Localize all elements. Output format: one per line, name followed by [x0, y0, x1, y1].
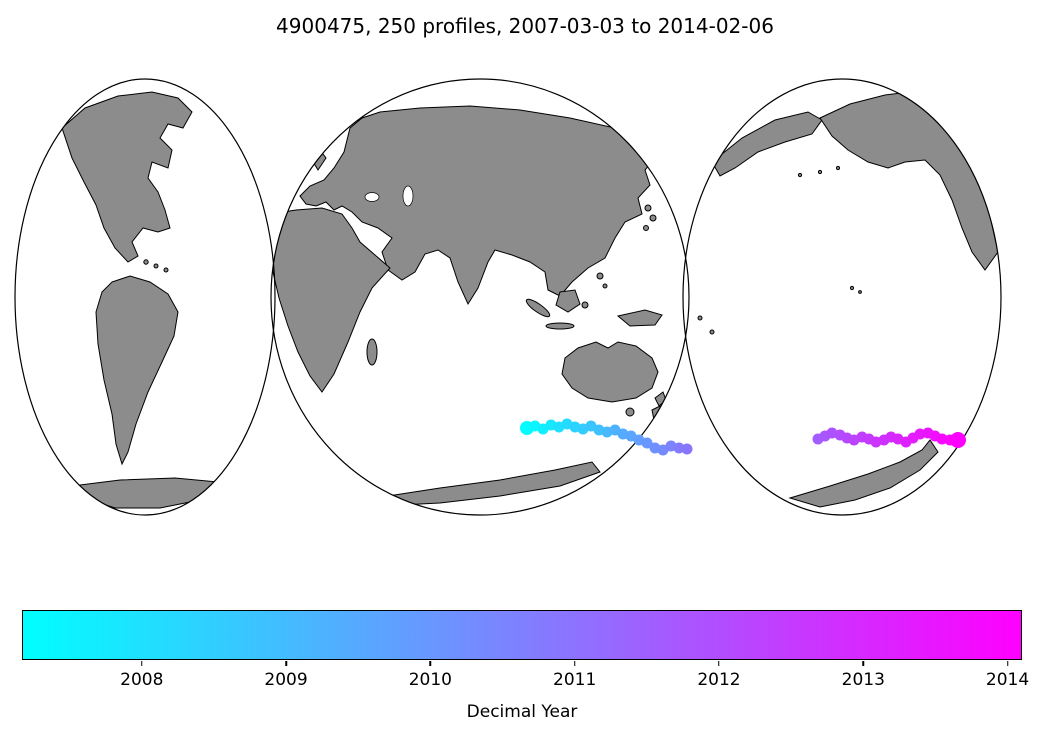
profile-dot: [914, 428, 926, 440]
colorbar-tick-mark: [1006, 661, 1009, 666]
sulawesi-island: [581, 301, 589, 309]
aleutian-island: [835, 165, 841, 171]
colorbar-tick-label: 2010: [408, 670, 452, 690]
pacific-island: [709, 329, 715, 335]
lobe-right-ocean: [683, 79, 1001, 515]
japan-island: [644, 204, 652, 212]
colorbar-tick-mark: [285, 661, 287, 666]
caribbean-island: [153, 263, 159, 269]
colorbar-tick-label: 2008: [120, 670, 164, 690]
chart-title: 4900475, 250 profiles, 2007-03-03 to 201…: [276, 14, 774, 38]
java-island: [545, 322, 575, 330]
colorbar-tick-label: 2009: [264, 670, 308, 690]
lobe-middle-land: [271, 105, 667, 506]
profile-dot: [673, 442, 685, 454]
float-trajectory: [520, 418, 966, 456]
colorbar-tick-label: 2013: [841, 670, 885, 690]
caribbean-island: [163, 267, 169, 273]
sumatra-island: [525, 298, 551, 318]
borneo-island: [555, 289, 581, 313]
south-america-landmass: [95, 275, 179, 466]
lobe-middle-outline: [270, 78, 690, 516]
colorbar-tick-mark: [718, 661, 720, 666]
north-america-landmass: [61, 91, 193, 263]
ireland-island: [302, 159, 310, 167]
australia-landmass: [561, 341, 659, 403]
hawaii-island: [858, 290, 862, 294]
eurasia-landmass: [299, 105, 656, 306]
tasmania-island: [625, 407, 635, 417]
colorbar-tick-label: 2014: [985, 670, 1030, 690]
antarctica-right-landmass: [788, 439, 939, 508]
japan-island: [643, 225, 649, 231]
lobe-left-land: [61, 91, 220, 509]
caribbean-island: [143, 259, 149, 265]
caspian-sea: [402, 185, 414, 207]
hawaii-island: [849, 285, 855, 291]
philippines-island: [602, 283, 608, 289]
profile-dot: [641, 437, 653, 449]
new-guinea-island: [616, 309, 663, 327]
colorbar-tick-mark: [429, 661, 432, 666]
aleutian-island: [797, 172, 803, 178]
chukotka-landmass: [711, 111, 823, 177]
colorbar-tick-mark: [862, 661, 865, 666]
africa-landmass: [271, 207, 391, 393]
colorbar: [22, 610, 1022, 660]
colorbar-tick-mark: [141, 661, 143, 666]
colorbar-tick-mark: [573, 661, 576, 666]
pacific-island: [697, 315, 703, 321]
profile-dot: [936, 433, 948, 445]
profile-dot: [950, 432, 966, 448]
profile-dot: [681, 443, 693, 455]
madagascar-island: [366, 338, 378, 366]
philippines-island: [596, 272, 604, 280]
japan-island: [649, 214, 657, 222]
lobe-right-outline: [682, 78, 1002, 516]
colorbar-tick-label: 2012: [697, 670, 741, 690]
lobe-left-outline: [14, 78, 276, 516]
black-sea: [364, 192, 380, 202]
aleutian-island: [817, 169, 823, 175]
antarctica-middle-landmass: [386, 461, 601, 506]
colorbar-axis-label: Decimal Year: [466, 702, 578, 722]
colorbar-tick-label: 2011: [553, 670, 597, 690]
